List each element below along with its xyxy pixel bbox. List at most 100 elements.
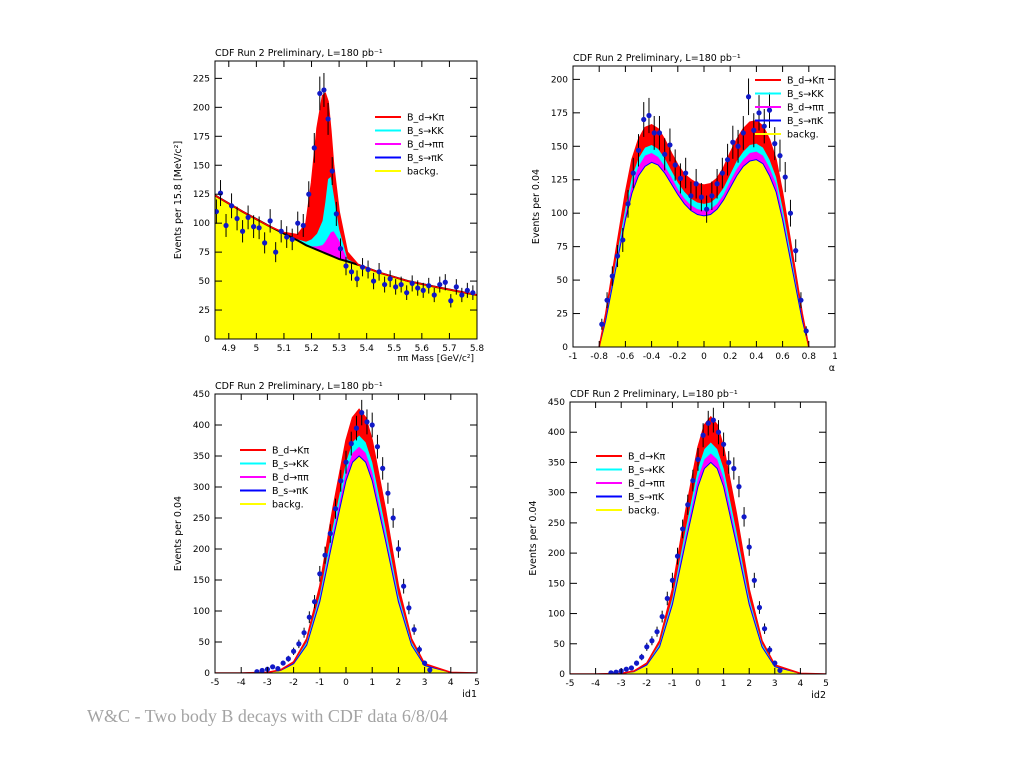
data-point (284, 234, 290, 240)
data-point (793, 248, 799, 254)
data-point (726, 459, 732, 466)
data-point (608, 670, 614, 674)
x-tick-label: -0.8 (590, 352, 608, 362)
data-point (731, 465, 737, 472)
data-point (401, 583, 407, 589)
y-tick-label: 400 (193, 421, 210, 431)
chart-title: CDF Run 2 Preliminary, L=180 pb⁻¹ (570, 389, 738, 400)
chart-title: CDF Run 2 Preliminary, L=180 pb⁻¹ (215, 48, 383, 59)
data-point (651, 130, 657, 136)
data-point (766, 107, 773, 113)
y-tick-label: 100 (551, 209, 568, 219)
data-point (736, 484, 742, 490)
y-axis-label: Events per 0.04 (531, 169, 542, 244)
y-axis-label: Events per 0.04 (528, 500, 539, 575)
y-tick-label: 350 (548, 458, 565, 468)
data-point (730, 139, 736, 145)
data-point (704, 206, 710, 212)
chart-mass: 4.9 5 5.1 5.2 5.3 5.4 5.5 5.6 5.7 5.8 0 25 50 75 100 12… (173, 48, 484, 364)
y-tick-label: 300 (548, 489, 565, 499)
data-point (714, 181, 720, 187)
data-point (387, 276, 393, 282)
legend-label: B_s→KK (628, 465, 665, 476)
data-point (599, 321, 605, 327)
y-tick-label: 0 (559, 670, 565, 680)
y-tick-label: 200 (193, 545, 210, 555)
y-tick-label: 50 (199, 277, 211, 287)
data-point (311, 145, 317, 151)
data-point (301, 630, 307, 636)
data-point (395, 546, 401, 552)
data-point (639, 654, 645, 660)
data-point (267, 218, 273, 224)
line-backg-alpha (598, 159, 810, 347)
area-alpha-backg. (599, 159, 809, 347)
data-point (382, 281, 388, 288)
legend-label: B_s→KK (272, 459, 309, 470)
data-point (656, 130, 663, 136)
y-tick-label: 150 (548, 579, 565, 589)
y-tick-label: 225 (193, 74, 210, 84)
x-tick-label: -4 (237, 678, 246, 688)
data-point (677, 175, 684, 181)
data-point (604, 297, 610, 303)
legend-label: B_s→πK (787, 116, 824, 127)
data-point (672, 162, 678, 168)
data-point (370, 278, 377, 284)
legend-label: backg. (787, 130, 819, 141)
legend-label: backg. (272, 500, 304, 511)
data-point (641, 116, 647, 123)
data-point (321, 87, 327, 93)
data-point (740, 130, 746, 136)
legend-alpha: B_d→Kπ B_s→KK B_d→ππ B_s→πK backg. (755, 76, 824, 141)
data-point (306, 191, 312, 197)
data-point (464, 287, 470, 293)
x-axis-label: α (829, 363, 835, 374)
data-point (719, 170, 725, 176)
legend-label: B_d→ππ (628, 479, 665, 490)
legend-label: B_d→Kπ (787, 76, 824, 87)
y-tick-label: 175 (551, 109, 568, 119)
data-point (262, 240, 268, 246)
x-tick-label: 1 (721, 679, 727, 689)
data-point (761, 626, 768, 632)
legend-label: B_d→Kπ (628, 452, 665, 463)
data-point (364, 419, 370, 425)
y-tick-label: 100 (548, 610, 565, 620)
y-tick-label: 25 (557, 310, 568, 320)
data-point (343, 459, 349, 465)
data-point (625, 201, 631, 207)
data-point (311, 599, 318, 605)
x-tick-label: 0.8 (802, 352, 817, 362)
data-point (359, 264, 366, 270)
data-point (644, 644, 650, 650)
data-point (338, 478, 344, 484)
data-point (245, 214, 251, 220)
legend-label: B_d→ππ (407, 140, 444, 151)
x-tick-label: -2 (642, 679, 651, 689)
y-tick-label: 50 (557, 276, 569, 286)
data-point (359, 410, 365, 416)
area-id2-backg. (570, 462, 826, 674)
data-point (337, 246, 344, 252)
data-point (667, 142, 673, 148)
data-point (735, 143, 741, 149)
y-tick-label: 50 (554, 640, 566, 650)
data-point (223, 222, 229, 229)
legend-label: B_s→KK (407, 126, 444, 137)
data-point (317, 90, 323, 97)
data-point (365, 266, 371, 273)
data-point (374, 444, 381, 450)
legend-label: backg. (407, 167, 439, 178)
data-point (654, 629, 660, 635)
x-tick-label: -0.2 (669, 352, 687, 362)
data-point (448, 298, 454, 304)
x-tick-label: -1 (315, 678, 324, 688)
data-point (256, 225, 262, 231)
data-point (751, 577, 757, 583)
data-point (700, 432, 706, 438)
data-point (348, 269, 355, 275)
legend-label: B_d→Kπ (407, 113, 444, 124)
data-point (415, 285, 421, 291)
data-point (239, 228, 246, 234)
